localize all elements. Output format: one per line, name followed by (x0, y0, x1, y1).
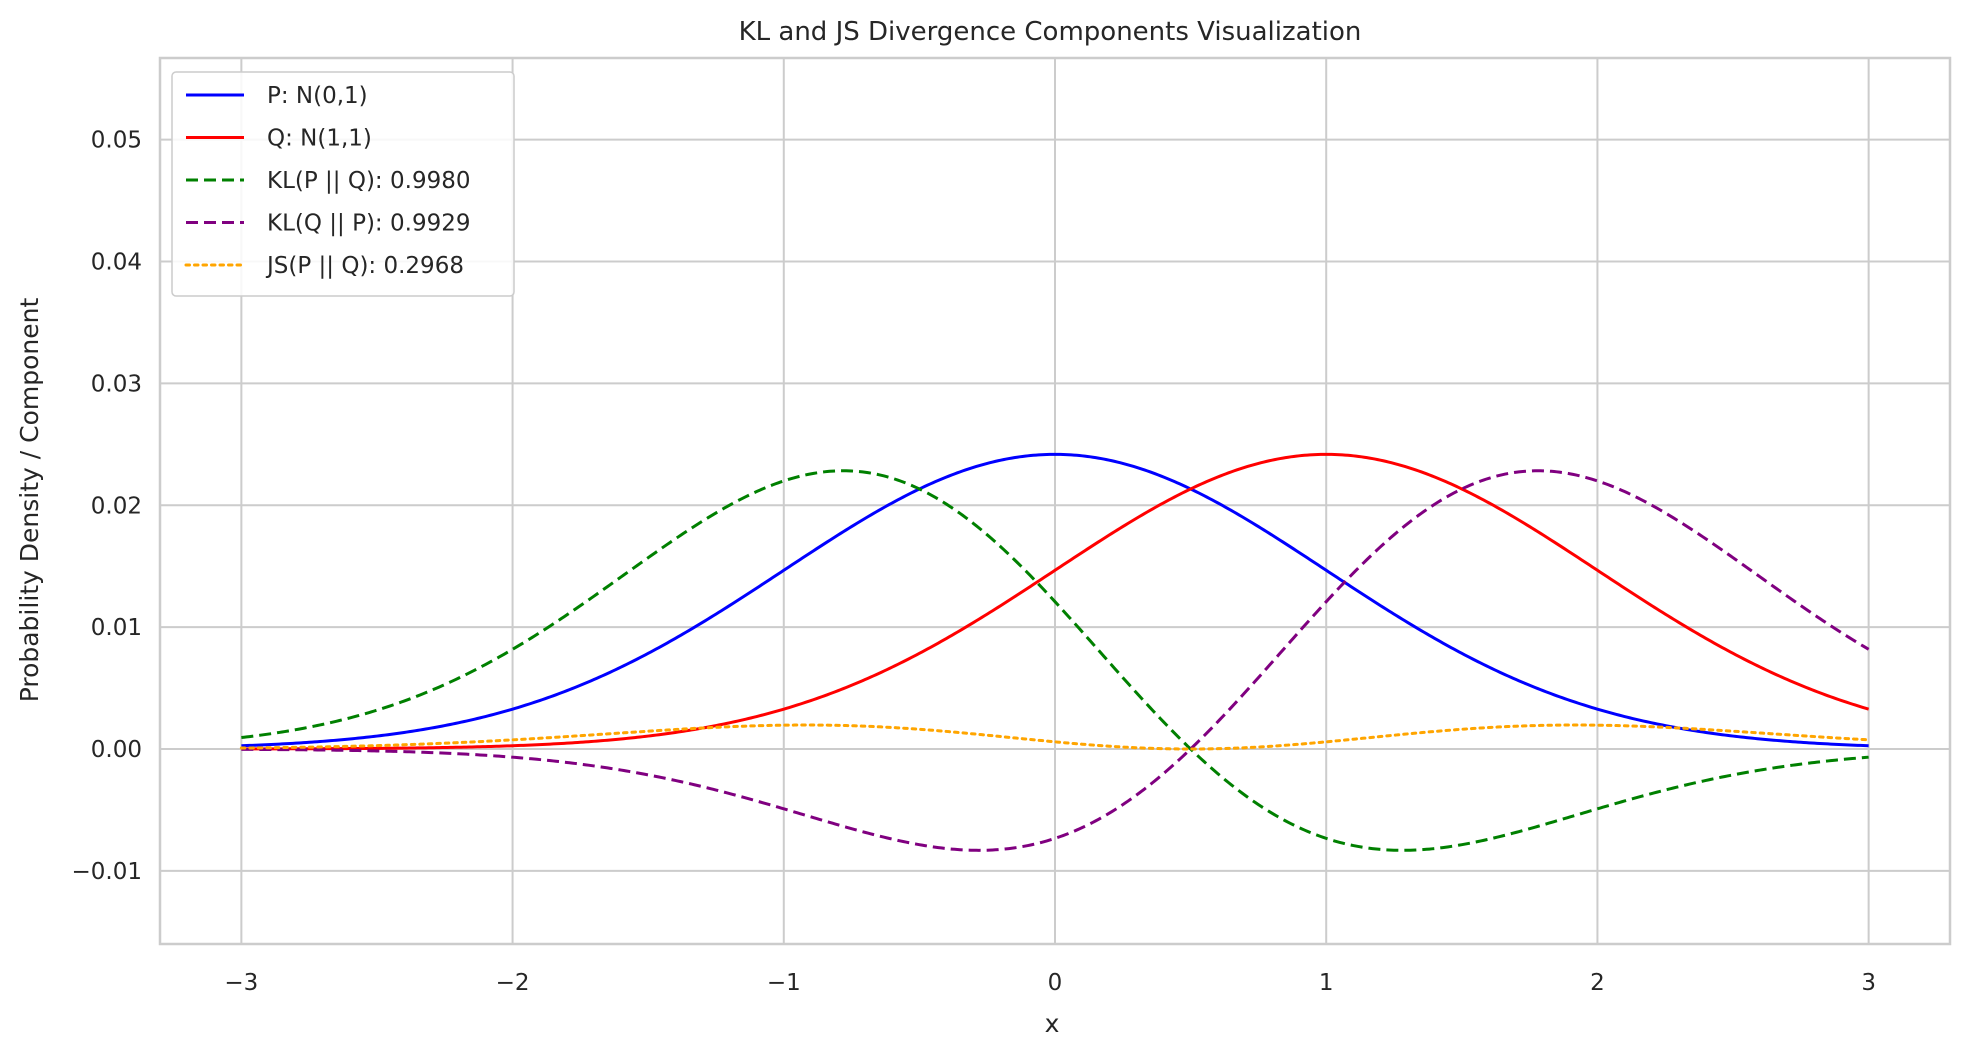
series-line-kl-qp (241, 469, 1870, 852)
legend-label-kl-pq: KL(P || Q): 0.9980 (267, 168, 470, 194)
series-line-q (241, 452, 1870, 751)
x-tick-label: 3 (1861, 970, 1876, 996)
y-tick-label: 0.04 (91, 250, 142, 276)
y-tick-label: −0.01 (72, 859, 142, 885)
series-line-p (241, 452, 1869, 748)
plot-frame (158, 56, 1952, 946)
legend-entries: P: N(0,1) Q: N(1,1) KL(P || Q): 0.9980 KL(Q… (184, 83, 470, 279)
x-tick-label: −3 (224, 970, 258, 996)
y-axis-label: Probability Density / Component (15, 298, 44, 703)
x-tick-label: 0 (1048, 970, 1063, 996)
series-line-js (239, 723, 1871, 751)
y-tick-labels: −0.01 0.00 0.01 0.02 0.03 0.04 0.05 (72, 128, 142, 885)
x-tick-label: 2 (1590, 970, 1605, 996)
series-layer (239, 452, 1871, 852)
y-tick-label: 0.01 (91, 615, 142, 641)
legend-box (171, 71, 515, 297)
x-axis-label: x (1045, 1009, 1060, 1038)
y-tick-label: 0.03 (91, 371, 142, 397)
y-tick-label: 0.02 (91, 493, 142, 519)
chart-title: KL and JS Divergence Components Visualiz… (739, 17, 1362, 47)
y-tick-label: 0.00 (91, 737, 142, 763)
series-line-kl-pq (241, 469, 1869, 852)
y-tick-label: 0.05 (91, 128, 142, 154)
x-tick-labels: −3 −2 −1 0 1 2 3 (224, 970, 1876, 996)
legend: P: N(0,1) Q: N(1,1) KL(P || Q): 0.9980 KL(Q… (171, 71, 515, 297)
legend-label-q: Q: N(1,1) (267, 126, 372, 152)
legend-label-p: P: N(0,1) (267, 83, 368, 109)
x-tick-label: −1 (767, 970, 801, 996)
x-tick-label: 1 (1319, 970, 1334, 996)
legend-label-js: JS(P || Q): 0.2968 (265, 253, 464, 279)
legend-label-kl-qp: KL(Q || P): 0.9929 (267, 211, 470, 237)
x-tick-label: −2 (496, 970, 530, 996)
